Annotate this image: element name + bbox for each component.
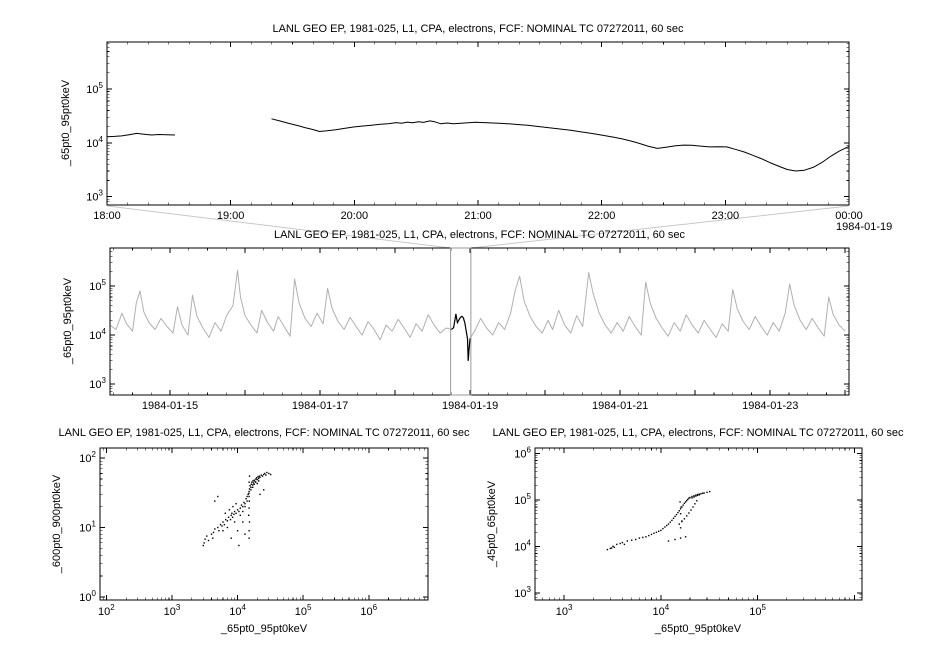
overview-y-axis-label: _65pt0_95pt0keV (62, 277, 74, 365)
bottom-right-panel-title: LANL GEO EP, 1981-025, L1, CPA, electron… (492, 427, 904, 439)
context-connector-right (470, 205, 849, 249)
scatter-45-65kev-panel: 103 104 105 106 103 104 105 (514, 445, 863, 618)
x-tick-label: 19:00 (217, 210, 245, 222)
log-tick-label: 103 (556, 603, 573, 618)
top-x-axis-context-date: 1984-01-19 (836, 221, 893, 233)
log-tick-label: 104 (653, 603, 670, 618)
log-tick-label: 105 (89, 278, 106, 293)
bottom-left-x-axis-label: _65pt0_95pt0keV (220, 623, 308, 635)
log-tick-label: 104 (229, 603, 246, 618)
x-tick-label: 22:00 (588, 210, 616, 222)
overview-timeseries-panel: 103 104 105 1984-01-15 1984-01-17 1984-01-19 1… (89, 247, 850, 412)
scatter-45-65kev-points (606, 490, 711, 551)
x-tick-label: 21:00 (464, 210, 492, 222)
log-tick-label: 104 (86, 135, 103, 150)
x-tick-label: 00:00 (835, 210, 863, 222)
bottom-right-x-axis-label: _65pt0_95pt0keV (654, 623, 742, 635)
overview-timeseries-frame (109, 247, 850, 396)
x-tick-label: 1984-01-21 (592, 400, 648, 412)
log-tick-label: 105 (86, 81, 103, 96)
context-selection-box[interactable] (450, 247, 472, 396)
log-tick-label: 102 (79, 450, 96, 465)
log-tick-label: 103 (86, 189, 103, 204)
context-connector-left (107, 205, 451, 249)
bottom-left-panel-title: LANL GEO EP, 1981-025, L1, CPA, electron… (58, 427, 470, 439)
x-tick-label: 1984-01-19 (442, 400, 498, 412)
top-timeseries-panel: 103 104 105 18:00 19:00 20:00 21:00 22:00 23:00 0… (86, 41, 863, 222)
log-tick-label: 106 (514, 445, 531, 460)
bottom-right-y-axis-label: _45pt0_65pt0keV (486, 480, 498, 568)
log-tick-label: 104 (89, 327, 106, 342)
log-tick-label: 102 (98, 603, 115, 618)
scatter-600-900kev-plot-area[interactable] (100, 448, 428, 600)
scatter-600-900kev-panel: 100 101 102 102 103 104 105 106 (79, 447, 429, 618)
scatter-45-65kev-plot-area[interactable] (535, 448, 862, 600)
log-tick-label: 103 (514, 585, 531, 600)
log-tick-label: 105 (749, 603, 766, 618)
overview-panel-title: LANL GEO EP, 1981-025, L1, CPA, electron… (273, 229, 686, 241)
x-tick-label: 1984-01-23 (742, 400, 798, 412)
top-timeseries-plot-area[interactable] (107, 42, 849, 205)
top-timeseries-frame (106, 41, 850, 206)
log-tick-label: 103 (89, 376, 106, 391)
x-tick-label: 1984-01-17 (292, 400, 348, 412)
log-tick-label: 105 (295, 603, 312, 618)
top-y-axis-label: _65pt0_95pt0keV (60, 79, 72, 167)
top-timeseries-line (106, 132, 176, 138)
scatter-45-65kev-frame (534, 447, 863, 601)
x-tick-label: 18:00 (93, 210, 121, 222)
top-panel-title: LANL GEO EP, 1981-025, L1, CPA, electron… (272, 23, 684, 35)
log-tick-label: 105 (514, 492, 531, 507)
log-tick-label: 103 (164, 603, 181, 618)
highlighted-interval-line (451, 313, 471, 361)
log-tick-label: 104 (514, 538, 531, 553)
bottom-left-y-axis-label: _600pt0_900pt0keV (51, 474, 63, 574)
scatter-600-900kev-points (202, 471, 272, 547)
log-tick-label: 100 (79, 589, 96, 604)
log-tick-label: 101 (79, 519, 96, 534)
top-timeseries-line (271, 118, 850, 172)
scatter-600-900kev-frame (99, 447, 429, 601)
log-tick-label: 106 (360, 603, 377, 618)
x-tick-label: 20:00 (341, 210, 369, 222)
overview-timeseries-plot-area[interactable] (110, 248, 849, 395)
x-tick-label: 1984-01-15 (142, 400, 198, 412)
x-tick-label: 23:00 (712, 210, 740, 222)
